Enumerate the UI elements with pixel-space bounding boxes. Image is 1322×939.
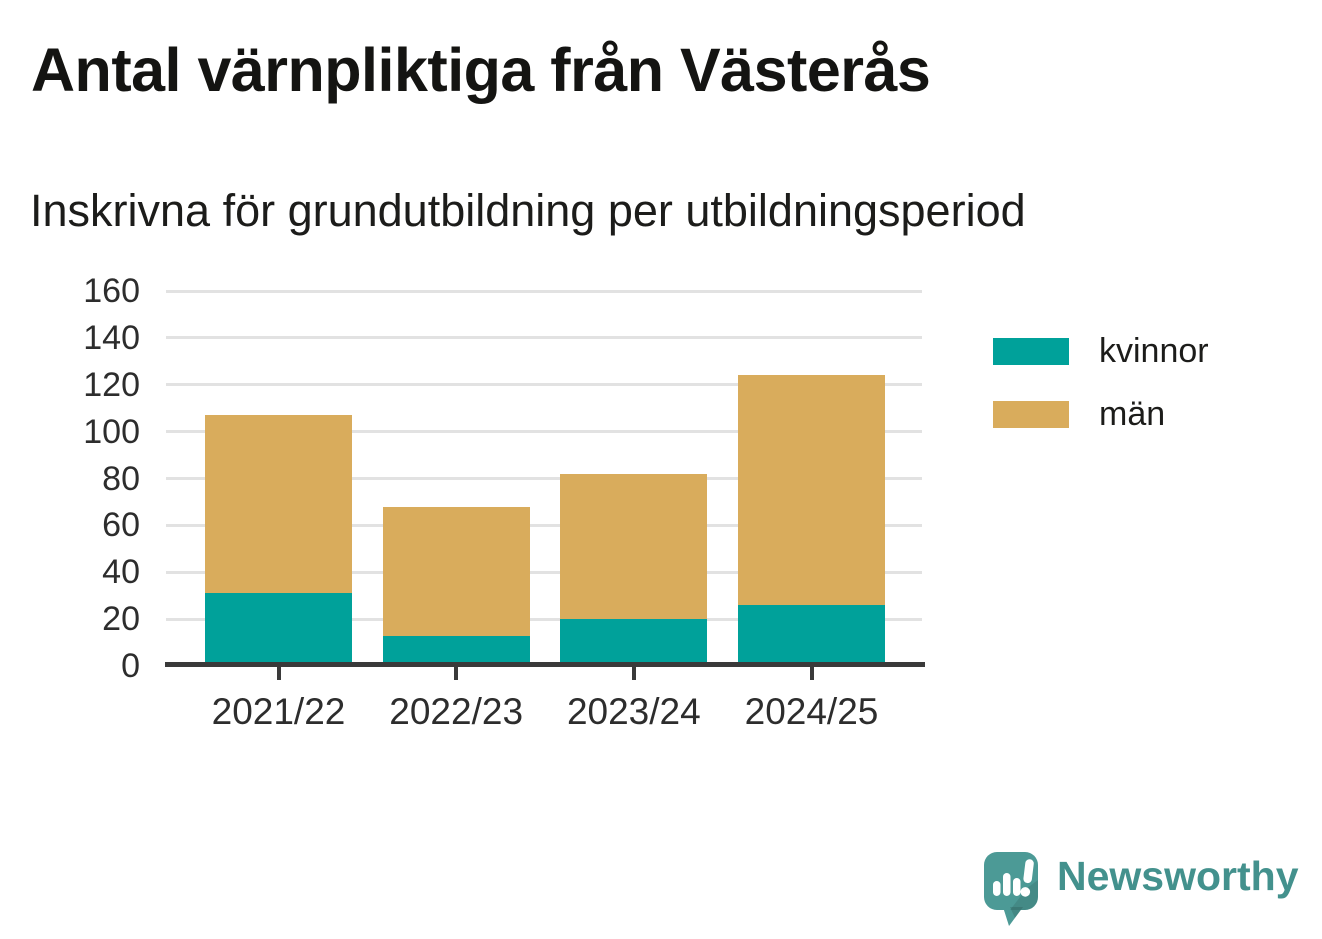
chart-title: Antal värnpliktiga från Västerås [31,36,931,104]
x-axis-label-2024/25: 2024/25 [744,691,879,732]
y-axis-label-140: 140 [83,318,140,357]
x-axis-label-2021/22: 2021/22 [211,691,346,732]
newsworthy-speech-bubble-chart-icon [984,852,1038,926]
legend-item-kvinnor: kvinnor [993,334,1209,368]
chart-subtitle: Inskrivna för grundutbildning per utbild… [30,185,1026,236]
x-axis-tick-2022/23 [454,667,459,680]
x-axis-tick-2023/24 [631,667,636,680]
gridline-140 [166,336,922,340]
newsworthy-wordmark: Newsworthy [1057,853,1299,899]
y-axis-label-40: 40 [102,553,140,592]
plot-area: 0 20 40 60 80 100 120 140 160 2021/22 2022/23 2023/… [83,273,925,732]
legend-label-män: män [1099,395,1166,433]
y-axis-label-60: 60 [102,506,140,545]
y-axis-label-20: 20 [102,600,140,639]
bar-kvinnor-2023/24 [560,619,707,666]
gridline-120 [166,383,922,387]
gridline-80 [166,477,922,480]
gridline-20 [166,617,922,621]
x-axis-label-2022/23: 2022/23 [389,691,524,732]
legend-swatch-män [993,400,1069,428]
gridline-40 [166,570,922,574]
y-axis-label-160: 160 [83,272,140,310]
legend-item-män: män [993,397,1209,431]
bar-kvinnor-2024/25 [738,605,885,666]
bar-kvinnor-2021/22 [205,593,352,666]
y-axis-label-80: 80 [102,459,140,498]
gridline-60 [166,523,922,527]
y-axis-label-120: 120 [83,365,140,404]
bar-män-2023/24 [560,474,707,619]
gridline-160 [166,289,922,293]
bar-män-2024/25 [738,375,885,605]
newsworthy-logo: Newsworthy [982,850,1299,934]
bar-män-2022/23 [383,507,530,636]
gridline-100 [166,430,922,434]
y-axis-label-0: 0 [121,647,140,685]
bar-män-2021/22 [205,415,352,593]
legend-label-kvinnor: kvinnor [1099,332,1209,370]
y-axis-label-100: 100 [83,412,140,451]
x-axis-label-2023/24: 2023/24 [566,691,701,732]
x-axis-tick-2024/25 [809,667,814,680]
legend-swatch-kvinnor [993,337,1069,365]
x-axis-tick-2021/22 [276,667,281,680]
bar-kvinnor-2022/23 [383,636,530,666]
legend: kvinnor män [993,334,1209,431]
x-axis-line [165,662,925,667]
